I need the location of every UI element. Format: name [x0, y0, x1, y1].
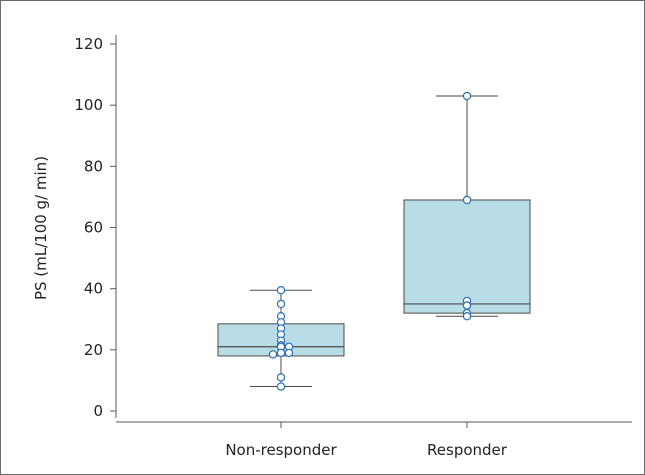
y-axis-ticks: 0 20 40 60 80 100 120: [74, 35, 116, 420]
data-point: [462, 91, 472, 101]
box-group-responder: [403, 91, 531, 321]
boxes-layer: [217, 91, 531, 391]
x-tick-label: Non-responder: [225, 441, 337, 459]
y-tick-label: 20: [84, 341, 103, 359]
category-labels: Non-responder Responder: [225, 422, 508, 459]
y-axis-title: PS (mL/100 g/ min): [32, 156, 50, 300]
data-point: [284, 348, 294, 358]
data-point: [276, 285, 286, 295]
y-tick-label: 40: [84, 280, 103, 298]
data-point: [276, 299, 286, 309]
data-point: [276, 382, 286, 391]
data-point: [276, 373, 286, 382]
box-iqr: [403, 199, 531, 314]
data-point: [268, 350, 278, 359]
y-tick-label: 0: [93, 402, 103, 420]
y-tick-label: 120: [74, 35, 103, 53]
y-tick-label: 100: [74, 96, 103, 114]
x-tick-label: Responder: [427, 441, 508, 459]
data-point: [462, 195, 472, 205]
data-point: [462, 301, 472, 310]
box-group-non-responder: [217, 285, 345, 391]
data-point: [462, 311, 472, 321]
y-tick-label: 80: [84, 157, 103, 175]
data-point: [276, 348, 286, 358]
y-tick-label: 60: [84, 219, 103, 237]
